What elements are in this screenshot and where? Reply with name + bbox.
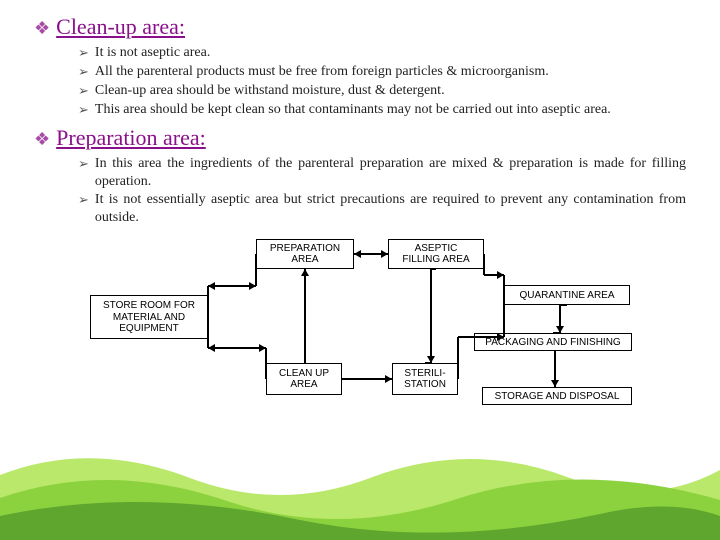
flow-edge [431,268,437,270]
flow-edge [430,269,432,363]
arrow-icon [427,356,435,363]
flow-edge [304,269,306,363]
cleanup-bullets: ➢ It is not aseptic area. ➢ All the pare… [78,44,686,119]
bullet-text: All the parenteral products must be free… [95,63,686,81]
arrow-bullet-icon: ➢ [78,83,89,100]
flow-box-cleanup: CLEAN UPAREA [266,363,342,395]
arrow-icon [208,282,215,290]
bullet-text: Clean-up area should be withstand moistu… [95,82,686,100]
arrow-icon [385,375,392,383]
heading-preparation: ❖ Preparation area: [34,125,686,151]
flow-box-store: STORE ROOM FORMATERIAL ANDEQUIPMENT [90,295,208,339]
bullet-text: In this area the ingredients of the pare… [95,155,686,191]
slide-content: ❖ Clean-up area: ➢ It is not aseptic are… [0,0,720,413]
flow-edge [483,254,485,275]
arrow-bullet-icon: ➢ [78,192,89,209]
heading-cleanup: ❖ Clean-up area: [34,14,686,40]
diamond-bullet-icon: ❖ [34,18,50,39]
arrow-icon [249,282,256,290]
flow-edge [265,348,267,379]
flow-box-steril: STERILI-STATION [392,363,458,395]
arrow-icon [354,250,361,258]
heading-text: Clean-up area: [56,14,185,40]
process-flow-diagram: STORE ROOM FORMATERIAL ANDEQUIPMENT PREPA… [84,233,636,413]
list-item: ➢ Clean-up area should be withstand mois… [78,82,686,100]
arrow-icon [497,333,504,341]
arrow-bullet-icon: ➢ [78,156,89,173]
diamond-bullet-icon: ❖ [34,129,50,150]
arrow-icon [497,271,504,279]
arrow-icon [301,269,309,276]
bullet-text: It is not essentially aseptic area but s… [95,191,686,227]
arrow-icon [259,344,266,352]
list-item: ➢ This area should be kept clean so that… [78,101,686,119]
arrow-bullet-icon: ➢ [78,45,89,62]
preparation-bullets: ➢ In this area the ingredients of the pa… [78,155,686,228]
bullet-text: This area should be kept clean so that c… [95,101,686,119]
background-hills [0,420,720,540]
list-item: ➢ All the parenteral products must be fr… [78,63,686,81]
bullet-text: It is not aseptic area. [95,44,686,62]
flow-box-prep: PREPARATIONAREA [256,239,354,269]
arrow-icon [208,344,215,352]
flow-edge [207,286,209,318]
flow-edge [208,347,266,349]
flow-edge [503,295,505,337]
list-item: ➢ It is not aseptic area. [78,44,686,62]
heading-text: Preparation area: [56,125,206,151]
arrow-bullet-icon: ➢ [78,102,89,119]
flow-edge [457,337,459,379]
flow-box-aseptic: ASEPTICFILLING AREA [388,239,484,269]
arrow-icon [556,326,564,333]
arrow-icon [381,250,388,258]
list-item: ➢ It is not essentially aseptic area but… [78,191,686,227]
list-item: ➢ In this area the ingredients of the pa… [78,155,686,191]
arrow-icon [551,380,559,387]
flow-box-storage: STORAGE AND DISPOSAL [482,387,632,405]
flow-edge [560,304,567,306]
flow-box-quar: QUARANTINE AREA [504,285,630,305]
arrow-bullet-icon: ➢ [78,64,89,81]
